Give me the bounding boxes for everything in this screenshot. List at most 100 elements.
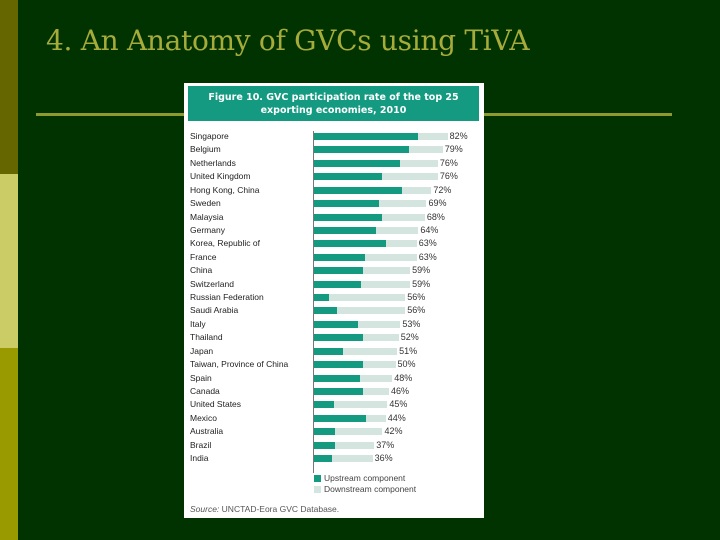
chart-row: United Kingdom 76% (184, 170, 484, 183)
downstream-bar (314, 401, 388, 409)
upstream-bar (314, 347, 344, 355)
slide-title: 4. An Anatomy of GVCs using Ti​VA (46, 24, 530, 57)
downstream-swatch-icon (314, 486, 321, 494)
upstream-bar (314, 414, 367, 422)
upstream-bar (314, 146, 409, 154)
total-value-label: 42% (384, 426, 403, 437)
category-label: Belgium (190, 144, 221, 155)
total-value-label: 68% (426, 211, 445, 222)
chart-row: United States 45% (184, 398, 484, 411)
category-label: Thailand (190, 332, 223, 343)
total-value-label: 79% (444, 144, 463, 155)
chart-row: India 36% (184, 452, 484, 465)
category-label: Canada (190, 385, 220, 396)
figure-header: Figure 10. GVC participation rate of the… (188, 86, 479, 121)
category-label: Germany (190, 224, 225, 235)
total-value-label: 72% (433, 184, 452, 195)
category-label: Singapore (190, 131, 229, 141)
total-value-label: 76% (439, 157, 458, 168)
category-label: Mexico (190, 412, 217, 423)
category-label: Sweden (190, 198, 221, 209)
chart-row: Thailand 52% (184, 331, 484, 344)
upstream-bar (314, 240, 386, 248)
chart-row: Netherlands 76% (184, 157, 484, 170)
upstream-bar (314, 307, 337, 315)
category-label: Switzerland (190, 278, 234, 289)
total-value-label: 59% (412, 278, 431, 289)
chart-row: Switzerland 59% (184, 278, 484, 291)
downstream-bar (314, 280, 411, 288)
total-value-label: 45% (389, 399, 408, 410)
source-note: Source: UNCTAD-Eora GVC Database. (190, 504, 340, 514)
upstream-bar (314, 280, 362, 288)
sidebar-stripe-top (0, 0, 18, 174)
total-value-label: 50% (397, 359, 416, 370)
chart-row: Sweden 69% (184, 197, 484, 210)
chart-row: Malaysia 68% (184, 211, 484, 224)
upstream-swatch-icon (314, 475, 321, 483)
downstream-bar (314, 294, 406, 302)
category-label: Japan (190, 345, 214, 356)
upstream-bar (314, 374, 360, 382)
chart-row: Hong Kong, China 72% (184, 184, 484, 197)
upstream-bar (314, 441, 336, 449)
upstream-bar (314, 173, 383, 181)
category-label: Australia (190, 426, 224, 437)
upstream-bar (314, 133, 419, 140)
chart-row: Saudi Arabia 56% (184, 304, 484, 317)
total-value-label: 56% (407, 292, 426, 303)
chart-row: Korea, Republic of 63% (184, 237, 484, 250)
category-label: Brazil (190, 439, 212, 450)
total-value-label: 56% (407, 305, 426, 316)
chart-row: France 63% (184, 251, 484, 264)
upstream-bar (314, 455, 332, 463)
upstream-bar (314, 213, 383, 221)
chart-row: Australia 42% (184, 425, 484, 438)
total-value-label: 36% (374, 453, 393, 464)
y-axis-line (313, 131, 314, 473)
chart-row: Brazil 37% (184, 439, 484, 452)
category-label: India (190, 453, 209, 464)
figure-title-line1: Figure 10. GVC participation rate of the… (208, 91, 459, 103)
chart-row: China 59% (184, 264, 484, 277)
category-label: United States (190, 399, 242, 410)
total-value-label: 63% (418, 238, 437, 249)
upstream-bar (314, 267, 363, 275)
category-label: China (190, 265, 213, 276)
chart-legend: Upstream component Downstream component (314, 473, 416, 495)
upstream-bar (314, 200, 380, 208)
chart-row: Canada 46% (184, 385, 484, 398)
upstream-bar (314, 253, 365, 261)
total-value-label: 53% (402, 318, 421, 329)
upstream-bar (314, 320, 358, 328)
chart-figure: Figure 10. GVC participation rate of the… (184, 83, 484, 518)
chart-row: Singapore 82% (184, 130, 484, 143)
category-label: Hong Kong, China (190, 184, 260, 195)
total-value-label: 76% (439, 171, 458, 182)
downstream-bar (314, 347, 398, 355)
total-value-label: 44% (387, 412, 406, 423)
total-value-label: 64% (420, 224, 439, 235)
category-label: Taiwan, Province of China (190, 359, 289, 370)
category-label: France (190, 251, 217, 262)
chart-row: Italy 53% (184, 318, 484, 331)
total-value-label: 59% (412, 265, 431, 276)
downstream-bar (314, 307, 406, 315)
upstream-bar (314, 401, 334, 409)
upstream-bar (314, 387, 363, 395)
downstream-bar (314, 428, 383, 436)
category-label: Malaysia (190, 211, 224, 222)
chart-row: Germany 64% (184, 224, 484, 237)
chart-row: Taiwan, Province of China 50% (184, 358, 484, 371)
legend-item-upstream: Upstream component (314, 473, 416, 484)
figure-title-line2: exporting economies, 2010 (260, 104, 407, 116)
category-label: Saudi Arabia (190, 305, 239, 316)
total-value-label: 63% (418, 251, 437, 262)
upstream-bar (314, 361, 363, 369)
total-value-label: 69% (428, 198, 447, 209)
total-value-label: 51% (399, 345, 418, 356)
upstream-bar (314, 294, 329, 302)
legend-item-downstream: Downstream component (314, 484, 416, 495)
category-label: United Kingdom (190, 171, 251, 182)
sidebar-stripe-bottom (0, 348, 18, 540)
